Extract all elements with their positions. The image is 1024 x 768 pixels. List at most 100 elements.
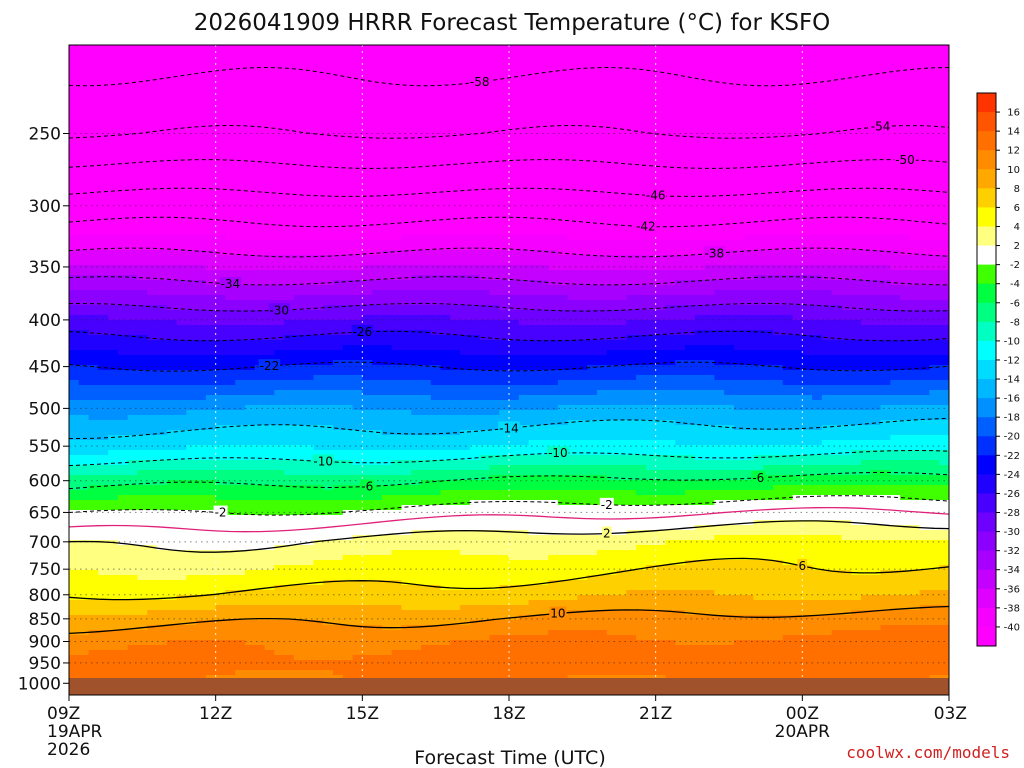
temperature-cell (900, 250, 949, 256)
temperature-cell (69, 185, 949, 191)
temperature-cell (792, 315, 949, 321)
x-tick-label: 12Z (199, 704, 232, 724)
colorbar-tick-label: -22 (1004, 451, 1020, 462)
temperature-cell (606, 475, 764, 481)
y-tick-label: 500 (29, 399, 61, 419)
temperature-cell (890, 435, 949, 441)
temperature-cell (821, 395, 949, 401)
temperature-cell (69, 255, 949, 261)
colorbar-swatch (977, 226, 996, 247)
temperature-cell (323, 580, 403, 586)
temperature-cell (69, 400, 949, 406)
temperature-cell (69, 340, 949, 346)
temperature-cell (665, 675, 931, 681)
temperature-cell (567, 675, 667, 681)
temperature-cell (69, 155, 949, 161)
temperature-cell (127, 415, 949, 421)
isotherm-label-background (894, 152, 916, 167)
temperature-cell (166, 480, 217, 486)
isotherm-label-background (360, 479, 375, 494)
colorbar-tick-label: -36 (1004, 584, 1020, 595)
temperature-cell (69, 435, 109, 441)
isotherm-line (69, 605, 949, 635)
temperature-cell (69, 465, 491, 471)
temperature-cell (147, 335, 285, 341)
isotherm-label: 10 (550, 607, 565, 621)
temperature-cell (225, 295, 295, 301)
colorbar-tick-label: 12 (1007, 146, 1020, 157)
temperature-cell (714, 535, 843, 541)
temperature-cell (411, 530, 530, 536)
temperature-cell (69, 580, 324, 586)
x-tick-year-label: 2026 (47, 740, 90, 760)
temperature-cell (98, 365, 256, 371)
temperature-cell (381, 495, 794, 501)
temperature-cell (323, 305, 500, 311)
temperature-cell (372, 290, 491, 296)
colorbar-swatch (977, 417, 996, 437)
temperature-cell (69, 495, 119, 501)
temperature-cell (841, 305, 949, 311)
isotherm-label: -42 (636, 219, 656, 233)
temperature-cell (117, 350, 275, 356)
temperature-cell (69, 220, 949, 226)
temperature-cell (284, 320, 520, 326)
temperature-cell (499, 410, 949, 416)
colorbar-tick-label: -40 (1004, 622, 1020, 633)
temperature-cell (812, 395, 823, 401)
isotherm-label-background (635, 219, 657, 234)
temperature-cell (636, 375, 715, 381)
temperature-cell (69, 285, 949, 291)
temperature-cell (293, 295, 569, 301)
temperature-cell (460, 430, 949, 436)
isotherm-label-background (351, 324, 374, 339)
temperature-cell (411, 275, 481, 281)
temperature-cell (636, 545, 949, 551)
temperature-cell (284, 470, 412, 476)
isotherm-label: -58 (470, 75, 490, 89)
colorbar-tick-label: -26 (1004, 489, 1020, 500)
temperature-cell (499, 305, 667, 311)
colorbar-tick-label: 2 (1014, 241, 1020, 252)
temperature-cell (69, 420, 569, 426)
temperature-cell (176, 320, 285, 326)
temperature-cell (313, 445, 471, 451)
temperature-cell (675, 420, 882, 426)
temperature-cell (929, 390, 949, 396)
temperature-cell (919, 590, 949, 596)
temperature-cell (274, 585, 442, 591)
temperature-cell (342, 675, 569, 681)
temperature-cell (890, 470, 949, 476)
isotherm-label-background (547, 446, 569, 461)
temperature-cell (225, 235, 403, 241)
temperature-cell (88, 485, 324, 491)
temperature-cell (69, 655, 295, 661)
colorbar-border (976, 92, 997, 647)
temperature-cell (411, 470, 872, 476)
temperature-cell (69, 65, 949, 71)
isotherm-label: -6 (361, 480, 373, 494)
colorbar-swatch (977, 150, 996, 170)
temperature-cell (557, 250, 725, 256)
colorbar-tick-label: -6 (1010, 298, 1020, 309)
isotherm-label: -30 (269, 303, 289, 317)
temperature-cell (831, 290, 949, 296)
temperature-cell (69, 515, 949, 521)
temperature-cell (460, 550, 598, 556)
temperature-cell (489, 290, 715, 296)
temperature-cell (274, 565, 647, 571)
temperature-cell (176, 595, 579, 601)
temperature-cell (137, 470, 285, 476)
temperature-cell (78, 380, 236, 386)
temperature-cell (69, 460, 129, 466)
temperature-cell (69, 180, 949, 186)
temperature-cell (69, 570, 99, 576)
temperature-cell (821, 440, 949, 446)
isotherm-label: -26 (353, 325, 373, 339)
isotherm-line (69, 330, 949, 342)
isotherm-label-background (258, 359, 281, 374)
temperature-cell (69, 310, 949, 316)
temperature-cell (69, 375, 315, 381)
temperature-cell (567, 610, 686, 616)
temperature-cell (88, 415, 129, 421)
